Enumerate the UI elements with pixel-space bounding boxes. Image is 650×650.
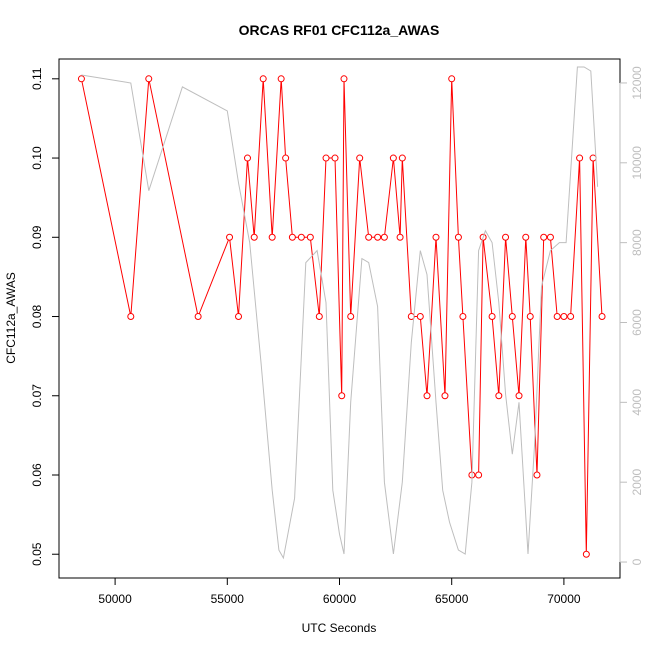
data-point: [365, 233, 373, 241]
data-point: [576, 154, 584, 162]
data-point: [347, 313, 355, 321]
data-point: [322, 154, 330, 162]
data-point: [340, 75, 348, 83]
x-tick-label: 50000: [98, 592, 132, 606]
data-point: [441, 392, 449, 400]
data-point: [432, 233, 440, 241]
data-point: [396, 233, 404, 241]
data-point: [288, 233, 296, 241]
data-point: [315, 313, 323, 321]
y-tick-label: 0.06: [30, 463, 44, 487]
series-line-main: [80, 78, 603, 555]
data-point: [423, 392, 431, 400]
data-point: [448, 75, 456, 83]
data-point: [495, 392, 503, 400]
y2-tick-label: 10000: [630, 146, 644, 180]
y2-tick-label: 0: [630, 558, 644, 565]
data-point: [589, 154, 597, 162]
data-point: [194, 313, 202, 321]
y-tick-label: 0.11: [30, 67, 44, 90]
data-point: [522, 233, 530, 241]
x-axis-label: UTC Seconds: [302, 621, 377, 635]
data-point: [533, 471, 541, 479]
data-point: [582, 550, 590, 558]
data-point: [459, 313, 467, 321]
data-point: [297, 233, 305, 241]
data-point: [508, 313, 516, 321]
data-point: [374, 233, 382, 241]
data-point: [502, 233, 510, 241]
y-tick-label: 0.07: [30, 384, 44, 408]
plot-area: 50000 55000 60000 65000 700000.050.060.070.0…: [30, 58, 644, 606]
data-point: [259, 75, 267, 83]
y-axis-label: CFC112a_AWAS: [4, 272, 18, 364]
data-point: [389, 154, 397, 162]
series-line-secondary: [81, 66, 599, 560]
x-tick-label: 65000: [435, 592, 469, 606]
x-tick-label: 70000: [547, 592, 581, 606]
y-tick-label: 0.08: [30, 305, 44, 329]
data-point: [398, 154, 406, 162]
data-point: [356, 154, 364, 162]
data-point: [475, 471, 483, 479]
data-point: [560, 313, 568, 321]
chart-title: ORCAS RF01 CFC112a_AWAS: [239, 22, 440, 38]
data-point: [526, 313, 534, 321]
data-point: [331, 154, 339, 162]
data-point: [277, 75, 285, 83]
data-point: [145, 75, 153, 83]
data-point: [127, 313, 135, 321]
x-tick-label: 55000: [211, 592, 245, 606]
y-tick-label: 0.10: [30, 146, 44, 170]
y2-tick-label: 6000: [630, 309, 644, 336]
y-tick-label: 0.09: [30, 225, 44, 249]
data-point: [338, 392, 346, 400]
data-point: [553, 313, 561, 321]
y2-tick-label: 12000: [630, 66, 644, 100]
data-point: [226, 233, 234, 241]
data-point: [235, 313, 243, 321]
data-point: [380, 233, 388, 241]
y-tick-label: 0.05: [30, 542, 44, 566]
data-point: [306, 233, 314, 241]
data-point: [488, 313, 496, 321]
y2-tick-label: 2000: [630, 469, 644, 496]
data-point: [454, 233, 462, 241]
data-point: [546, 233, 554, 241]
data-point: [250, 233, 258, 241]
data-point: [416, 313, 424, 321]
data-point: [268, 233, 276, 241]
data-point: [598, 313, 606, 321]
data-point: [77, 75, 85, 83]
data-point: [515, 392, 523, 400]
y2-tick-label: 4000: [630, 389, 644, 416]
data-point: [540, 233, 548, 241]
y2-tick-label: 8000: [630, 229, 644, 256]
data-point: [567, 313, 575, 321]
data-point: [243, 154, 251, 162]
data-point: [282, 154, 290, 162]
x-tick-label: 60000: [323, 592, 357, 606]
